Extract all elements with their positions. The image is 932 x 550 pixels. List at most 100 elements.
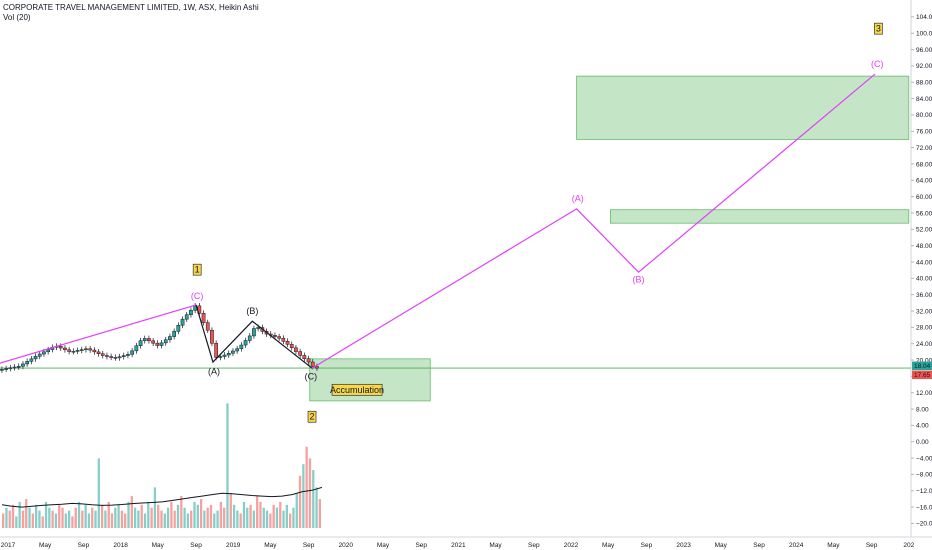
volume-bar xyxy=(2,513,5,528)
time-axis-tick-label: Sep xyxy=(78,542,90,549)
price-tag-bg xyxy=(912,370,932,380)
candle xyxy=(142,338,147,341)
time-axis-tick-label: 2020 xyxy=(339,542,354,549)
volume-bar xyxy=(262,507,265,528)
time-axis-tick-label: 2018 xyxy=(113,542,128,549)
candle xyxy=(147,338,151,342)
candle xyxy=(109,356,113,358)
volume-bar xyxy=(292,507,295,528)
volume-bar xyxy=(64,513,67,528)
price-tag-label: 17.65 xyxy=(914,372,931,379)
volume-bar xyxy=(275,507,279,528)
price-axis-tick-label: 72.00 xyxy=(916,145,932,152)
target-zone xyxy=(610,209,910,224)
candle xyxy=(256,327,260,329)
candle xyxy=(0,369,4,371)
volume-bar xyxy=(279,501,282,528)
price-axis-tick-label: −8.00 xyxy=(916,472,932,479)
candle xyxy=(21,363,25,367)
candle xyxy=(25,361,29,365)
wave-label: (C) xyxy=(191,291,204,301)
time-axis-tick-label: 2019 xyxy=(226,542,241,549)
price-axis-tick-label: −16.00 xyxy=(916,504,932,511)
wave-label: (C) xyxy=(305,372,318,382)
volume-bar xyxy=(87,513,91,528)
candle xyxy=(247,335,252,341)
candle xyxy=(222,354,227,357)
volume-bar xyxy=(252,510,256,528)
volume-bar xyxy=(31,513,34,528)
volume-bar xyxy=(25,499,28,528)
volume-bar xyxy=(269,513,272,528)
candle xyxy=(243,340,248,346)
volume-bar xyxy=(256,496,259,528)
price-axis-tick-label: 8.00 xyxy=(916,406,929,413)
volume-bar xyxy=(34,504,38,528)
volume-bar xyxy=(44,501,48,528)
price-axis-tick-label: 52.00 xyxy=(916,227,932,234)
volume-bar xyxy=(285,504,289,528)
candle xyxy=(201,313,206,323)
volume-bar xyxy=(74,507,77,528)
price-axis-tick-label: 84.00 xyxy=(916,96,932,103)
volume-bar xyxy=(213,513,216,528)
candle xyxy=(218,356,223,358)
volume-bar xyxy=(143,513,147,528)
volume-bar xyxy=(61,507,64,528)
volume-ma-line xyxy=(1,486,323,508)
candle xyxy=(126,354,130,356)
time-axis-tick-label: 2021 xyxy=(451,542,466,549)
candle xyxy=(63,347,67,351)
volume-bar xyxy=(216,510,219,528)
volume-bar xyxy=(133,507,137,528)
price-axis-tick-label: 20.00 xyxy=(916,357,932,364)
time-axis-tick-label: 2022 xyxy=(564,542,579,549)
volume-bar xyxy=(54,513,58,528)
volume-bar xyxy=(11,504,15,528)
price-axis-tick-label: 76.00 xyxy=(916,129,932,136)
volume-bar xyxy=(298,475,302,528)
volume-bar xyxy=(302,464,305,528)
price-axis-tick-label: 64.00 xyxy=(916,178,932,185)
candle xyxy=(189,310,193,315)
volume-bar xyxy=(124,513,127,528)
time-axis-tick-label: Sep xyxy=(415,542,427,549)
price-axis-tick-label: 24.00 xyxy=(916,341,932,348)
volume-bar xyxy=(176,504,180,528)
time-axis-tick-label: 202 xyxy=(903,542,914,549)
chart-title: CORPORATE TRAVEL MANAGEMENT LIMITED, 1W,… xyxy=(3,3,259,12)
accumulation-annotation: Accumulation xyxy=(330,383,384,396)
volume-bar xyxy=(130,496,133,528)
time-axis-tick-label: 2023 xyxy=(676,542,691,549)
volume-bar xyxy=(282,510,285,528)
volume-bar xyxy=(180,496,183,528)
volume-bar xyxy=(223,507,226,528)
price-axis-tick-label: 48.00 xyxy=(916,243,932,250)
volume-bar xyxy=(173,510,176,528)
volume-bar xyxy=(120,510,124,528)
wave-degree-box-label: 2 xyxy=(310,412,315,422)
candle xyxy=(168,336,172,340)
price-axis-tick-label: 44.00 xyxy=(916,259,932,266)
volume-bar xyxy=(242,501,246,528)
volume-bar xyxy=(305,446,308,528)
candle xyxy=(289,344,294,349)
candle xyxy=(117,356,122,359)
candle xyxy=(273,335,277,337)
volume-bar xyxy=(110,513,114,528)
chart-legend: CORPORATE TRAVEL MANAGEMENT LIMITED, 1W,… xyxy=(3,3,259,23)
candle xyxy=(84,348,88,351)
volume-bar xyxy=(28,507,31,528)
time-axis-tick-label: Sep xyxy=(190,542,202,549)
volume-bar xyxy=(163,513,166,528)
candle xyxy=(306,358,311,363)
candle xyxy=(105,355,109,357)
wave-label: (C) xyxy=(871,59,884,69)
candle xyxy=(205,322,210,331)
volume-bar xyxy=(117,504,120,528)
candle xyxy=(33,356,38,360)
wave-label: (B) xyxy=(633,274,645,284)
elliott-wave-line xyxy=(195,304,313,369)
candle xyxy=(310,361,315,367)
